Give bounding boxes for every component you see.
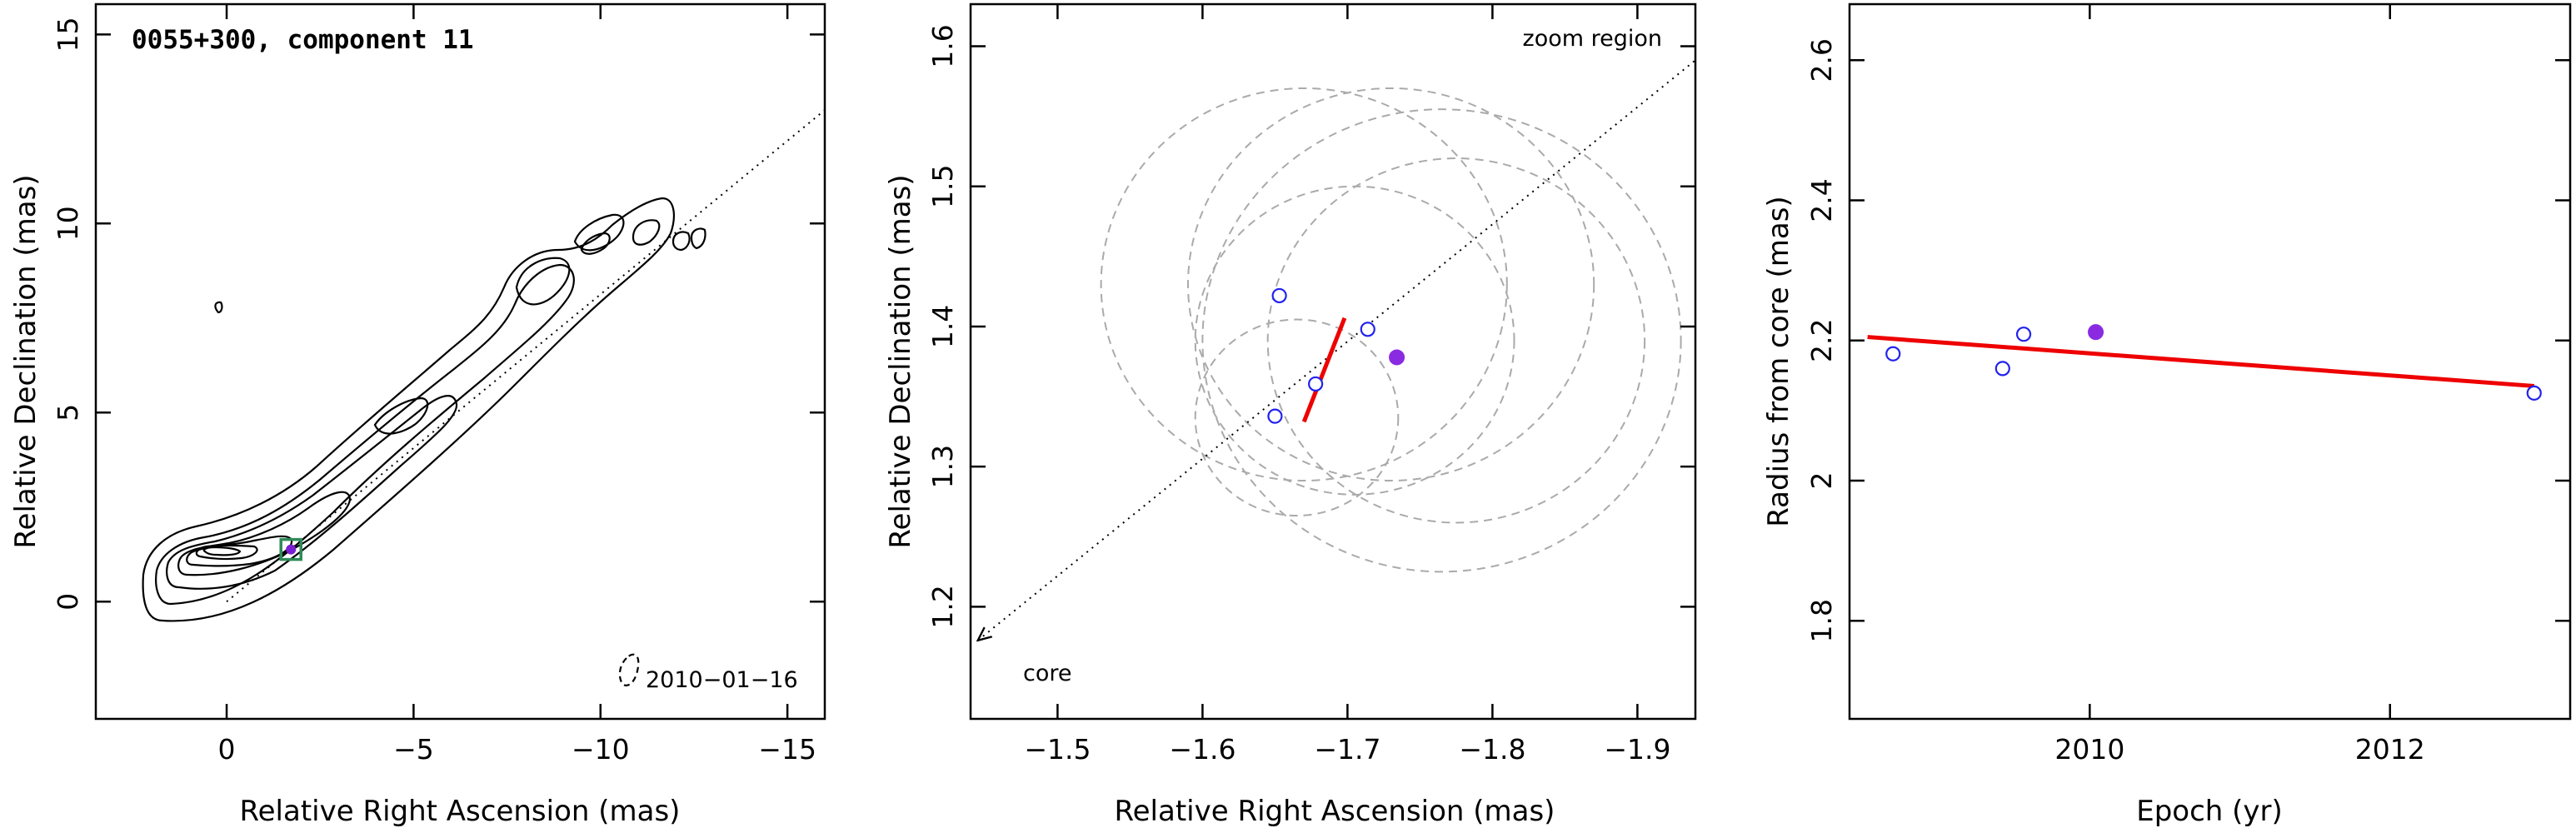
y-axis-label: Relative Declination (mas) bbox=[884, 174, 917, 548]
contour-lines bbox=[142, 197, 706, 686]
y-tick-label: 2.4 bbox=[1805, 178, 1838, 222]
radius-vs-epoch-panel: 2010 2012 1.8 2 2.2 2.4 2.6 Epoch (yr) Radius… bbox=[1762, 2, 2572, 828]
error-circle bbox=[1187, 87, 1595, 481]
component-marker-box bbox=[279, 537, 302, 561]
x-tick-label: −1.5 bbox=[1024, 733, 1091, 766]
plot-frame bbox=[94, 2, 826, 721]
error-circle bbox=[1100, 87, 1508, 481]
error-circle bbox=[1194, 318, 1400, 517]
x-axis-label: Relative Right Ascension (mas) bbox=[240, 795, 681, 828]
y-ticks: 1.2 1.3 1.4 1.5 1.6 bbox=[926, 24, 1695, 629]
x-tick-label: −15 bbox=[758, 733, 816, 766]
x-tick-label: −1.8 bbox=[1459, 733, 1525, 766]
chart-title: 0055+300, component 11 bbox=[132, 25, 474, 55]
y-tick-label: 1.8 bbox=[1805, 599, 1838, 642]
y-tick-label: 5 bbox=[52, 404, 84, 421]
y-axis-label: Radius from core (mas) bbox=[1762, 196, 1795, 526]
y-ticks: 0 5 10 15 bbox=[52, 17, 825, 611]
y-tick-label: 2.6 bbox=[1805, 38, 1838, 82]
x-tick-label: −1.6 bbox=[1169, 733, 1236, 766]
x-tick-label: 2010 bbox=[2054, 733, 2124, 766]
core-label: core bbox=[1023, 661, 1071, 686]
y-tick-label: 10 bbox=[52, 206, 84, 241]
open-point bbox=[2015, 327, 2032, 342]
error-circle bbox=[1194, 185, 1515, 496]
x-tick-label: 0 bbox=[218, 733, 236, 766]
error-circles bbox=[1100, 87, 1682, 573]
x-tick-label: −1.7 bbox=[1314, 733, 1380, 766]
open-point bbox=[1271, 287, 1287, 304]
filled-point bbox=[1389, 349, 1405, 366]
component-marker-point bbox=[286, 544, 297, 555]
x-tick-label: 2012 bbox=[2355, 733, 2425, 766]
x-ticks: −1.5 −1.6 −1.7 −1.8 −1.9 bbox=[1024, 4, 1670, 766]
x-tick-label: −5 bbox=[393, 733, 434, 766]
y-axis-label: Relative Declination (mas) bbox=[9, 174, 42, 548]
y-tick-label: 1.4 bbox=[926, 305, 959, 348]
zoom-region-label: zoom region bbox=[1523, 26, 1662, 52]
y-tick-label: 2 bbox=[1805, 472, 1838, 490]
x-axis-label: Epoch (yr) bbox=[2136, 795, 2283, 828]
radius-points bbox=[1885, 324, 2542, 401]
y-tick-label: 1.2 bbox=[926, 585, 959, 628]
plot-frame bbox=[969, 2, 1697, 721]
y-tick-label: 15 bbox=[52, 17, 84, 52]
open-point bbox=[1360, 322, 1375, 337]
open-point bbox=[1994, 361, 2010, 377]
open-point bbox=[1267, 408, 1283, 424]
plot-frame bbox=[1848, 2, 2572, 721]
jet-axis-line bbox=[978, 59, 1696, 640]
fit-segment bbox=[1301, 317, 1347, 423]
error-circle bbox=[1266, 157, 1646, 524]
date-label: 2010−01−16 bbox=[646, 667, 798, 693]
filled-point bbox=[2088, 324, 2104, 341]
y-ticks: 1.8 2 2.2 2.4 2.6 bbox=[1805, 38, 2570, 642]
position-points bbox=[1267, 287, 1405, 424]
y-tick-label: 1.6 bbox=[926, 24, 959, 67]
y-tick-label: 1.3 bbox=[926, 445, 959, 488]
open-point bbox=[2526, 385, 2542, 401]
zoom-region-panel: −1.5 −1.6 −1.7 −1.8 −1.9 1.2 1.3 1.4 1.5 1.6 zoo… bbox=[884, 2, 1697, 828]
fit-line bbox=[1867, 335, 2534, 388]
y-tick-label: 2.2 bbox=[1805, 319, 1838, 362]
jet-axis-line bbox=[226, 109, 825, 603]
error-circle bbox=[1201, 108, 1682, 573]
x-tick-label: −1.9 bbox=[1604, 733, 1670, 766]
x-tick-label: −10 bbox=[572, 733, 630, 766]
x-axis-label: Relative Right Ascension (mas) bbox=[1115, 795, 1555, 828]
open-point bbox=[1885, 346, 1901, 362]
open-point bbox=[1308, 376, 1324, 392]
x-ticks: 0 −5 −10 −15 bbox=[218, 4, 816, 766]
y-tick-label: 1.5 bbox=[926, 164, 959, 207]
y-tick-label: 0 bbox=[52, 593, 84, 611]
x-ticks: 2010 2012 bbox=[2054, 4, 2425, 766]
